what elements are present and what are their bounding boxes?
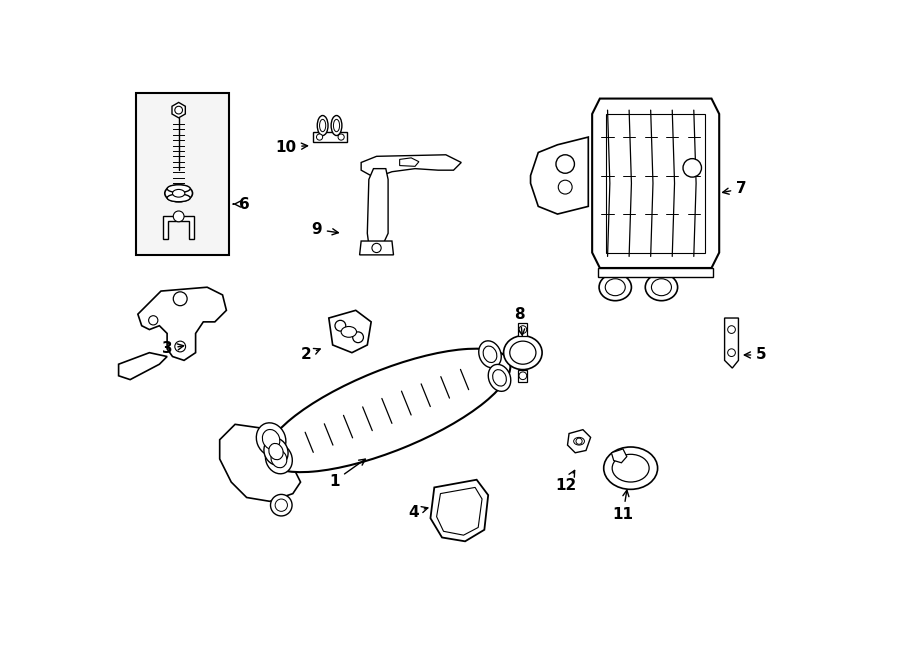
Ellipse shape: [167, 185, 190, 192]
Text: 5: 5: [744, 348, 767, 362]
Ellipse shape: [509, 341, 536, 364]
Circle shape: [728, 326, 735, 333]
Text: 9: 9: [311, 222, 338, 237]
Circle shape: [338, 134, 344, 140]
Text: 2: 2: [301, 348, 320, 362]
Ellipse shape: [331, 116, 342, 136]
Ellipse shape: [266, 444, 292, 474]
Text: 3: 3: [162, 341, 184, 356]
Ellipse shape: [320, 120, 326, 132]
Ellipse shape: [645, 274, 678, 301]
Ellipse shape: [333, 120, 339, 132]
Circle shape: [175, 341, 185, 352]
Circle shape: [556, 155, 574, 173]
Circle shape: [683, 159, 701, 177]
Polygon shape: [430, 480, 488, 541]
Circle shape: [317, 134, 322, 140]
Circle shape: [335, 321, 346, 331]
Polygon shape: [172, 102, 185, 118]
Ellipse shape: [483, 346, 497, 362]
Polygon shape: [724, 318, 738, 368]
Circle shape: [576, 438, 582, 444]
Circle shape: [271, 494, 292, 516]
Text: 8: 8: [515, 307, 525, 335]
Polygon shape: [313, 132, 347, 143]
Ellipse shape: [266, 349, 510, 472]
Text: 6: 6: [233, 196, 249, 212]
Ellipse shape: [264, 438, 288, 465]
Ellipse shape: [612, 454, 649, 482]
Polygon shape: [360, 241, 393, 255]
Polygon shape: [598, 268, 713, 277]
Circle shape: [558, 180, 572, 194]
Polygon shape: [611, 449, 626, 463]
Text: 12: 12: [555, 471, 577, 493]
Polygon shape: [568, 430, 590, 453]
Polygon shape: [400, 158, 419, 167]
Ellipse shape: [341, 327, 356, 337]
Ellipse shape: [271, 449, 287, 468]
Text: 4: 4: [409, 504, 428, 520]
Ellipse shape: [256, 423, 286, 456]
Circle shape: [148, 316, 157, 325]
Circle shape: [519, 372, 526, 379]
Circle shape: [275, 499, 287, 512]
Text: 11: 11: [613, 490, 634, 522]
Polygon shape: [367, 169, 388, 245]
Text: 10: 10: [275, 139, 308, 155]
Polygon shape: [530, 137, 589, 214]
Ellipse shape: [173, 190, 184, 197]
Ellipse shape: [318, 116, 328, 136]
Ellipse shape: [599, 274, 632, 301]
Polygon shape: [119, 353, 167, 379]
Ellipse shape: [167, 194, 190, 202]
Polygon shape: [361, 155, 461, 178]
Ellipse shape: [263, 430, 280, 449]
Ellipse shape: [489, 364, 511, 391]
Ellipse shape: [492, 369, 507, 386]
Ellipse shape: [573, 438, 584, 445]
Circle shape: [353, 332, 364, 342]
Circle shape: [174, 211, 184, 222]
Circle shape: [174, 292, 187, 305]
Ellipse shape: [504, 336, 542, 369]
Text: 1: 1: [329, 459, 365, 488]
Polygon shape: [328, 310, 371, 353]
Text: 7: 7: [723, 181, 747, 196]
Circle shape: [372, 243, 382, 253]
Ellipse shape: [165, 185, 193, 202]
Ellipse shape: [479, 341, 501, 368]
Polygon shape: [518, 323, 527, 336]
Polygon shape: [518, 369, 527, 382]
Circle shape: [175, 106, 183, 114]
Ellipse shape: [652, 279, 671, 295]
Polygon shape: [592, 98, 719, 268]
Circle shape: [519, 326, 526, 333]
Polygon shape: [136, 93, 229, 255]
Ellipse shape: [605, 279, 626, 295]
Polygon shape: [138, 288, 227, 360]
Ellipse shape: [604, 447, 658, 489]
Polygon shape: [163, 216, 194, 239]
Ellipse shape: [269, 444, 284, 459]
Polygon shape: [220, 424, 301, 501]
Circle shape: [728, 349, 735, 356]
